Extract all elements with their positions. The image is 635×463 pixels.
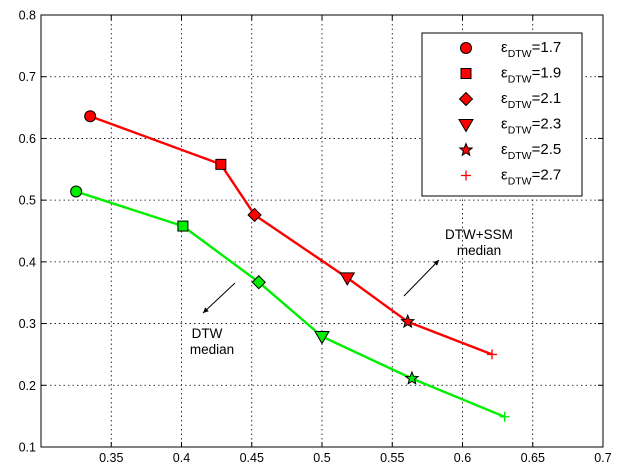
- series-line-2: [75, 190, 506, 418]
- x-tick-label: 0.7: [594, 451, 611, 463]
- annotation-dtw-ssm-line2: median: [457, 243, 501, 258]
- annotation-dtw-line1: DTW: [192, 326, 223, 341]
- legend-label: εDTW=2.5: [501, 141, 561, 162]
- y-tick-label: 0.5: [19, 194, 36, 208]
- data-point-circle: [84, 110, 97, 123]
- legend-value: =2.5: [532, 141, 562, 158]
- series-lines: [70, 110, 510, 422]
- x-tick-label: 0.4: [173, 451, 190, 463]
- legend-epsilon: ε: [501, 167, 508, 184]
- tick-labels: 0.35 0.4 0.45 0.5 0.55 0.6 0.65 0.7 0.1 0.2 0.3 0.4…: [19, 9, 612, 463]
- y-tick-label: 0.1: [19, 441, 36, 455]
- legend-label: εDTW=2.1: [501, 90, 561, 111]
- data-point-star: [400, 313, 416, 329]
- legend-subscript: DTW: [508, 48, 532, 60]
- data-point-plus: [487, 349, 498, 360]
- x-tick-label: 0.35: [99, 451, 123, 463]
- data-point-triangle-down: [314, 331, 330, 345]
- legend-value: =2.3: [532, 116, 562, 133]
- legend: εDTW=1.7εDTW=1.9εDTW=2.1εDTW=2.3εDTW=2.5…: [421, 32, 583, 197]
- data-point-triangle-down: [339, 272, 356, 286]
- x-tick-label: 0.65: [521, 451, 545, 463]
- annotation-arrow-dtw-ssm: [403, 259, 440, 297]
- x-tick-label: 0.5: [313, 451, 330, 463]
- legend-box: [421, 32, 583, 197]
- legend-epsilon: ε: [501, 65, 508, 82]
- data-point-diamond: [251, 275, 266, 290]
- y-tick-label: 0.8: [19, 9, 36, 23]
- data-point-square: [215, 158, 227, 170]
- legend-value: =2.1: [532, 90, 562, 107]
- legend-subscript: DTW: [508, 99, 532, 111]
- data-point-diamond: [247, 207, 262, 223]
- legend-value: =1.9: [532, 65, 562, 82]
- legend-marker-circle: [460, 42, 472, 54]
- legend-value: =2.7: [532, 167, 562, 184]
- x-tick-label: 0.45: [240, 451, 264, 463]
- y-tick-label: 0.2: [19, 379, 36, 393]
- data-point-star: [404, 370, 420, 385]
- annotation-dtw-ssm-line1: DTW+SSM: [445, 227, 513, 242]
- y-tick-label: 0.3: [19, 317, 36, 331]
- legend-subscript: DTW: [508, 125, 532, 137]
- x-tick-label: 0.6: [454, 451, 471, 463]
- legend-subscript: DTW: [508, 176, 532, 188]
- legend-value: =1.7: [532, 39, 562, 56]
- legend-epsilon: ε: [501, 141, 508, 158]
- legend-label: εDTW=1.9: [501, 65, 561, 86]
- legend-label: εDTW=2.3: [501, 116, 561, 137]
- annotations: DTW+SSM median DTW median: [190, 227, 513, 357]
- series-line-1: [89, 115, 493, 356]
- y-tick-label: 0.6: [19, 132, 36, 146]
- legend-label: εDTW=1.7: [501, 39, 561, 60]
- annotation-dtw-line2: median: [190, 342, 234, 357]
- annotation-arrow-dtw: [202, 282, 236, 314]
- annotation-arrow-dtw-ssm-head: [433, 260, 439, 266]
- legend-marker-plus: [461, 170, 471, 181]
- legend-subscript: DTW: [508, 74, 532, 86]
- y-tick-label: 0.7: [19, 70, 36, 84]
- data-point-square: [177, 220, 189, 232]
- legend-marker-triangle-down: [458, 119, 474, 133]
- legend-marker-star: [458, 142, 474, 157]
- legend-epsilon: ε: [501, 39, 508, 56]
- axes: [40, 14, 604, 448]
- legend-label: εDTW=2.7: [501, 167, 561, 188]
- legend-epsilon: ε: [501, 90, 508, 107]
- legend-marker-square: [460, 68, 472, 79]
- x-tick-label: 0.55: [380, 451, 404, 463]
- legend-epsilon: ε: [501, 116, 508, 133]
- y-tick-label: 0.4: [19, 255, 36, 269]
- legend-subscript: DTW: [508, 150, 532, 162]
- legend-marker-diamond: [458, 91, 474, 107]
- data-point-plus: [499, 411, 510, 422]
- annotation-arrow-dtw-head: [203, 307, 209, 313]
- data-point-circle: [70, 185, 83, 198]
